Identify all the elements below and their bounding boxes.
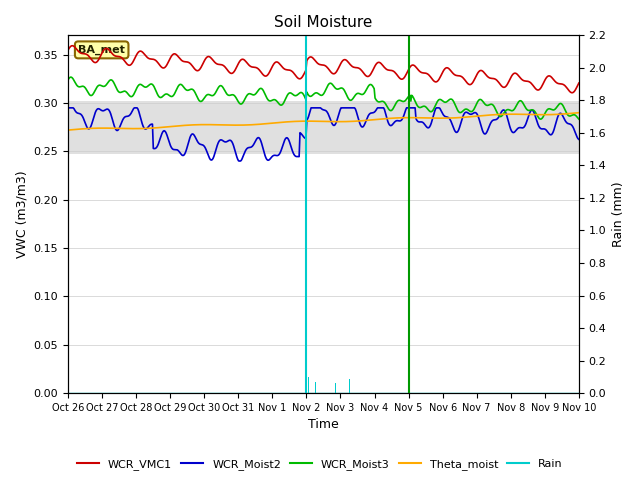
Bar — [315, 382, 316, 393]
Bar — [68, 101, 579, 154]
Bar — [308, 377, 309, 393]
Title: Soil Moisture: Soil Moisture — [275, 15, 372, 30]
Bar — [349, 379, 350, 393]
X-axis label: Time: Time — [308, 419, 339, 432]
Legend: WCR_VMC1, WCR_Moist2, WCR_Moist3, Theta_moist, Rain: WCR_VMC1, WCR_Moist2, WCR_Moist3, Theta_… — [72, 455, 568, 474]
Text: BA_met: BA_met — [78, 45, 125, 55]
Bar — [335, 384, 337, 393]
Y-axis label: VWC (m3/m3): VWC (m3/m3) — [15, 170, 28, 258]
Y-axis label: Rain (mm): Rain (mm) — [612, 181, 625, 247]
